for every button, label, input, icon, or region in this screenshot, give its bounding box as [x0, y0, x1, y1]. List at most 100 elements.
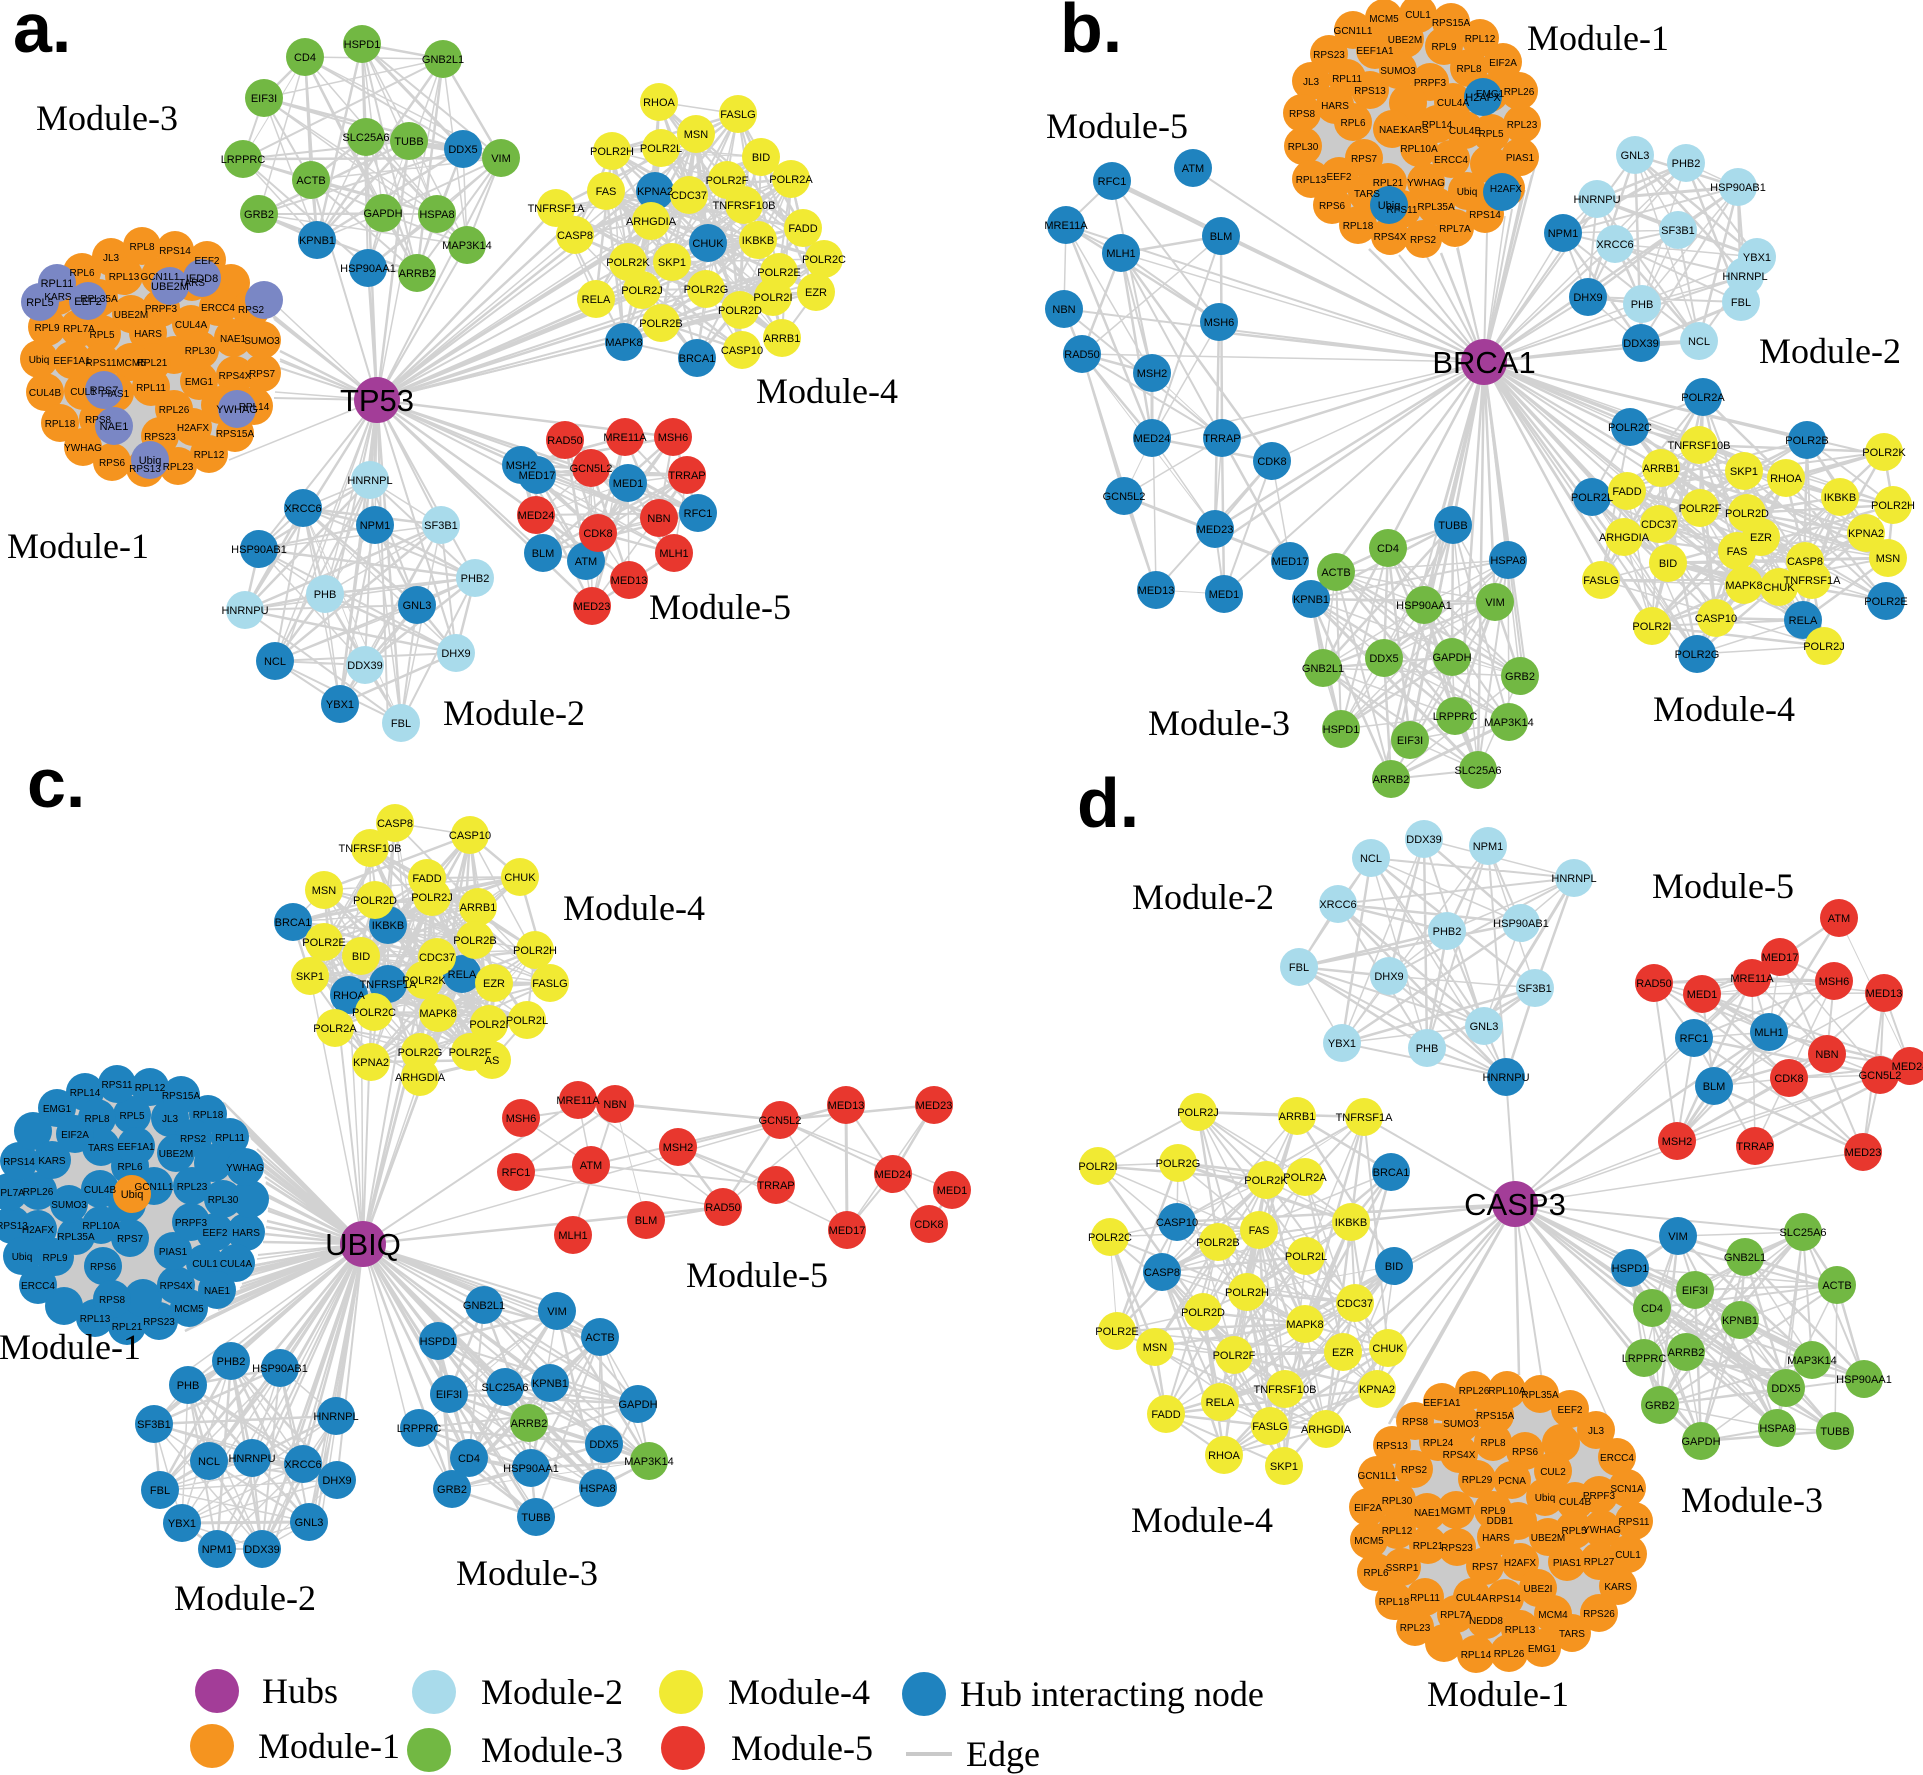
- svg-text:RPL8: RPL8: [1456, 64, 1481, 75]
- svg-text:EZR: EZR: [483, 978, 505, 990]
- svg-text:HSPD1: HSPD1: [1612, 1263, 1649, 1275]
- svg-text:TNFRSF1A: TNFRSF1A: [528, 203, 586, 215]
- svg-text:FBL: FBL: [150, 1485, 170, 1497]
- svg-text:GNB2L1: GNB2L1: [1302, 663, 1344, 675]
- svg-text:BID: BID: [1385, 1261, 1403, 1273]
- svg-text:Module-5: Module-5: [731, 1728, 873, 1768]
- svg-text:RPL26: RPL26: [1494, 1649, 1525, 1660]
- svg-text:DDX5: DDX5: [1771, 1383, 1800, 1395]
- svg-text:YWHAG: YWHAG: [226, 1163, 264, 1174]
- svg-text:RFC1: RFC1: [1680, 1033, 1709, 1045]
- svg-text:CUL4B: CUL4B: [84, 1185, 117, 1196]
- svg-text:RPS8: RPS8: [85, 415, 112, 426]
- svg-text:PHB: PHB: [314, 589, 337, 601]
- svg-text:YBX1: YBX1: [1743, 252, 1771, 264]
- svg-text:BRCA1: BRCA1: [275, 917, 312, 929]
- svg-text:YBX1: YBX1: [168, 1518, 196, 1530]
- svg-text:MRE11A: MRE11A: [556, 1095, 600, 1107]
- svg-text:MED1: MED1: [1687, 989, 1718, 1001]
- svg-text:UBE2M: UBE2M: [1388, 35, 1422, 46]
- svg-text:TRRAP: TRRAP: [1203, 433, 1240, 445]
- svg-text:RPS8: RPS8: [1402, 1417, 1429, 1428]
- svg-text:TUBB: TUBB: [1438, 520, 1467, 532]
- svg-text:MED24: MED24: [518, 510, 555, 522]
- svg-text:DDB1: DDB1: [1487, 1516, 1514, 1527]
- svg-text:HSPA8: HSPA8: [1490, 555, 1525, 567]
- svg-text:EEF1A1: EEF1A1: [1356, 46, 1394, 57]
- svg-text:RPL23: RPL23: [163, 462, 194, 473]
- svg-text:KPNA2: KPNA2: [1848, 528, 1884, 540]
- svg-text:RPS23: RPS23: [1313, 50, 1345, 61]
- svg-text:MED17: MED17: [1272, 556, 1309, 568]
- svg-text:RPS15A: RPS15A: [162, 1091, 201, 1102]
- svg-text:MED1: MED1: [937, 1185, 968, 1197]
- svg-text:GCN1L1: GCN1L1: [135, 1182, 174, 1193]
- svg-text:RPL5: RPL5: [26, 297, 54, 309]
- svg-text:SCN1A: SCN1A: [1610, 1484, 1644, 1495]
- svg-text:CHUK: CHUK: [692, 238, 724, 250]
- svg-text:a.: a.: [13, 0, 71, 67]
- svg-text:EZR: EZR: [805, 287, 827, 299]
- svg-text:BID: BID: [752, 152, 770, 164]
- svg-text:RPS2: RPS2: [180, 1134, 207, 1145]
- svg-text:BID: BID: [352, 951, 370, 963]
- svg-text:CDK8: CDK8: [1257, 456, 1286, 468]
- svg-text:HSP90AA1: HSP90AA1: [340, 263, 396, 275]
- svg-text:RPS26: RPS26: [1583, 1609, 1615, 1620]
- svg-text:CUL4B: CUL4B: [29, 388, 62, 399]
- svg-text:EMG1: EMG1: [185, 377, 214, 388]
- svg-text:RPS13: RPS13: [1376, 1441, 1408, 1452]
- svg-text:ARRB1: ARRB1: [1643, 463, 1680, 475]
- svg-text:RPS7: RPS7: [1472, 1562, 1499, 1573]
- svg-text:RPL7A: RPL7A: [1440, 1610, 1472, 1621]
- svg-text:EZR: EZR: [1750, 532, 1772, 544]
- svg-text:RFC1: RFC1: [684, 508, 713, 520]
- svg-text:UBIQ: UBIQ: [325, 1227, 401, 1262]
- svg-text:CHUK: CHUK: [504, 872, 536, 884]
- svg-text:JL3: JL3: [103, 253, 120, 264]
- svg-text:RPL7A: RPL7A: [0, 1188, 25, 1199]
- svg-text:EIF2A: EIF2A: [1354, 1503, 1382, 1514]
- svg-text:POLR2K: POLR2K: [402, 975, 446, 987]
- svg-text:TP53: TP53: [340, 383, 414, 418]
- svg-text:POLR2G: POLR2G: [1675, 649, 1720, 661]
- svg-text:NAE1: NAE1: [204, 1286, 231, 1297]
- svg-text:ARRB2: ARRB2: [1668, 1347, 1705, 1359]
- svg-text:RAD50: RAD50: [547, 435, 582, 447]
- svg-text:VIM: VIM: [491, 153, 511, 165]
- svg-text:PHB: PHB: [1631, 299, 1654, 311]
- svg-text:RPS23: RPS23: [143, 1317, 175, 1328]
- svg-text:ERCC4: ERCC4: [1434, 155, 1468, 166]
- svg-text:RPL5: RPL5: [1561, 1526, 1586, 1537]
- svg-text:POLR2H: POLR2H: [513, 945, 557, 957]
- svg-text:CDK8: CDK8: [1774, 1073, 1803, 1085]
- svg-text:RPL8: RPL8: [84, 1114, 109, 1125]
- svg-text:PRPF3: PRPF3: [175, 1218, 208, 1229]
- svg-text:CASP8: CASP8: [377, 818, 413, 830]
- svg-text:RPL14: RPL14: [1461, 1650, 1492, 1661]
- svg-text:ERCC4: ERCC4: [21, 1281, 55, 1292]
- svg-text:UBE2M: UBE2M: [1531, 1533, 1565, 1544]
- svg-text:HSP90AB1: HSP90AB1: [231, 544, 287, 556]
- svg-text:EIF3I: EIF3I: [1682, 1285, 1708, 1297]
- svg-text:CUL4A: CUL4A: [1437, 98, 1470, 109]
- svg-text:GAPDH: GAPDH: [363, 208, 402, 220]
- svg-text:ARRB2: ARRB2: [1373, 774, 1410, 786]
- svg-text:FASLG: FASLG: [720, 109, 755, 121]
- svg-text:MLH1: MLH1: [659, 548, 688, 560]
- svg-text:FAS: FAS: [1727, 546, 1748, 558]
- svg-text:TRRAP: TRRAP: [1736, 1141, 1773, 1153]
- svg-text:MSH2: MSH2: [1662, 1136, 1693, 1148]
- svg-text:RPS11: RPS11: [1619, 1517, 1650, 1528]
- svg-text:RPL35A: RPL35A: [1417, 202, 1455, 213]
- svg-text:H2AFX: H2AFX: [1504, 1558, 1537, 1569]
- svg-text:POLR2F: POLR2F: [449, 1047, 492, 1059]
- svg-text:HNRNPL: HNRNPL: [347, 475, 392, 487]
- svg-text:RPS6: RPS6: [1319, 201, 1346, 212]
- svg-text:RPS7: RPS7: [117, 1234, 144, 1245]
- svg-text:RHOA: RHOA: [333, 990, 365, 1002]
- svg-text:SKP1: SKP1: [1270, 1461, 1298, 1473]
- svg-text:RPL11: RPL11: [41, 278, 74, 290]
- svg-text:MED23: MED23: [574, 601, 611, 613]
- svg-text:EEF2: EEF2: [1326, 172, 1351, 183]
